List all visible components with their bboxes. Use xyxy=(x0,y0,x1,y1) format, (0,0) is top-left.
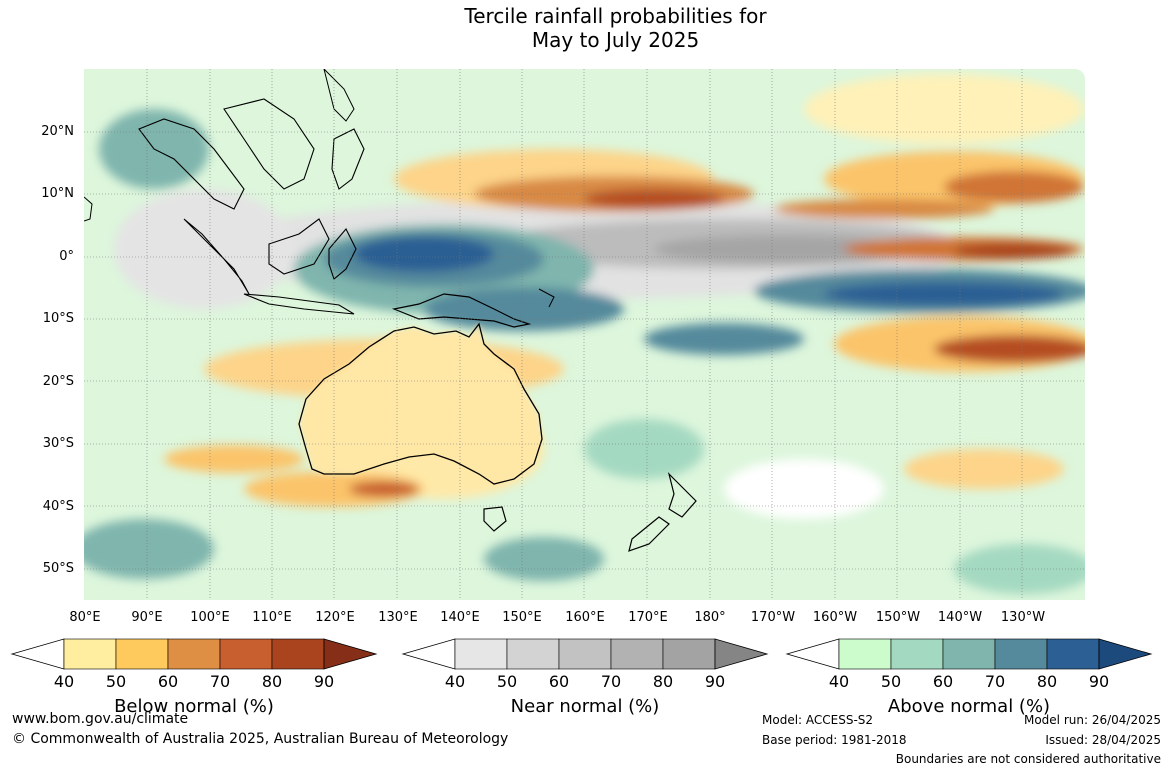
colorbar-swatch xyxy=(838,638,892,670)
lat-label: 50°S xyxy=(42,561,74,576)
graticule xyxy=(84,69,1085,600)
lon-label: 100°E xyxy=(190,610,230,625)
colorbar-swatch xyxy=(714,638,769,670)
colorbar-tick: 80 xyxy=(1036,672,1058,691)
map-canvas xyxy=(84,69,1085,600)
lat-label: 10°N xyxy=(41,186,74,201)
colorbar-tick: 40 xyxy=(53,672,75,691)
colorbar-label: Near normal (%) xyxy=(510,696,660,717)
lat-label: 30°S xyxy=(42,436,74,451)
colorbar-tick: 50 xyxy=(880,672,902,691)
colorbar-tick: 70 xyxy=(984,672,1006,691)
lon-label: 80°E xyxy=(69,610,101,625)
lon-label: 150°E xyxy=(502,610,542,625)
new-guinea-outline xyxy=(391,293,532,328)
website-link[interactable]: www.bom.gov.au/climate xyxy=(12,711,189,727)
base-period: Base period: 1981-2018 xyxy=(762,733,907,747)
model-run-date: Model run: 26/04/2025 xyxy=(1023,713,1161,727)
colorbar-swatches xyxy=(785,638,1153,670)
colorbar-tick: 60 xyxy=(157,672,179,691)
lon-label: 120°E xyxy=(315,610,355,625)
australia-outline xyxy=(299,324,542,484)
title-line-1: Tercile rainfall probabilities for xyxy=(464,4,767,28)
lon-label: 150°W xyxy=(875,610,921,625)
colorbar-tick: 50 xyxy=(496,672,518,691)
colorbar-swatch xyxy=(1046,638,1100,670)
lon-label: 160°E xyxy=(565,610,605,625)
colorbar-label: Below normal (%) xyxy=(114,696,274,717)
colorbar-swatches xyxy=(10,638,378,670)
colorbar-swatch xyxy=(785,638,840,670)
colorbar-tick: 40 xyxy=(444,672,466,691)
issued-date: Issued: 28/04/2025 xyxy=(1045,733,1161,747)
lat-label: 20°S xyxy=(42,374,74,389)
lon-label: 140°E xyxy=(440,610,480,625)
colorbar-tick: 60 xyxy=(932,672,954,691)
colorbar-swatch xyxy=(454,638,508,670)
colorbar-swatch xyxy=(219,638,273,670)
colorbar-swatch xyxy=(994,638,1048,670)
colorbar-swatches xyxy=(401,638,769,670)
map-title: Tercile rainfall probabilities for May t… xyxy=(0,4,1173,52)
colorbar-tick: 50 xyxy=(105,672,127,691)
colorbar-swatch xyxy=(167,638,221,670)
colorbar-tick: 60 xyxy=(548,672,570,691)
near-normal-colorbar: 40 50 60 70 80 90 Near normal (%) xyxy=(401,638,771,728)
boundaries-disclaimer: Boundaries are not considered authoritat… xyxy=(895,752,1161,766)
colorbar-tick: 80 xyxy=(652,672,674,691)
colorbar-tick: 90 xyxy=(313,672,335,691)
lon-label: 90°E xyxy=(131,610,163,625)
colorbar-tick: 70 xyxy=(600,672,622,691)
lon-label: 170°W xyxy=(750,610,796,625)
lat-label: 40°S xyxy=(42,499,74,514)
colorbar-tick: 80 xyxy=(261,672,283,691)
colorbar-swatch xyxy=(63,638,117,670)
tasmania-outline xyxy=(483,506,507,532)
colorbar-swatch xyxy=(115,638,169,670)
lon-label: 110°E xyxy=(252,610,292,625)
lon-label: 170°E xyxy=(628,610,668,625)
lat-label: 20°N xyxy=(41,124,74,139)
colorbar-swatch xyxy=(610,638,664,670)
colorbar-swatch xyxy=(323,638,378,670)
colorbar-tick: 90 xyxy=(1088,672,1110,691)
below-normal-colorbar: 40 50 60 70 80 90 Below normal (%) xyxy=(10,638,380,728)
colorbar-swatch xyxy=(506,638,560,670)
colorbar-label: Above normal (%) xyxy=(887,696,1051,717)
colorbar-swatch xyxy=(890,638,944,670)
rainfall-probability-map xyxy=(84,69,1085,600)
lon-label: 180° xyxy=(694,610,726,625)
colorbar-swatch xyxy=(662,638,716,670)
copyright-text: © Commonwealth of Australia 2025, Austra… xyxy=(12,731,509,747)
new-zealand-outline xyxy=(667,472,697,518)
colorbar-swatch xyxy=(10,638,65,670)
lon-label: 130°W xyxy=(1000,610,1046,625)
colorbar-swatch xyxy=(1098,638,1153,670)
colorbar-swatch xyxy=(558,638,612,670)
model-name: Model: ACCESS-S2 xyxy=(762,713,874,727)
lat-label: 0° xyxy=(59,249,74,264)
lon-label: 140°W xyxy=(937,610,983,625)
lat-label: 10°S xyxy=(42,311,74,326)
colorbar-tick: 90 xyxy=(704,672,726,691)
colorbar-swatch xyxy=(401,638,456,670)
above-normal-colorbar: 40 50 60 70 80 90 Above normal (%) xyxy=(785,638,1155,728)
colorbar-tick: 40 xyxy=(828,672,850,691)
colorbar-swatch xyxy=(942,638,996,670)
lon-label: 130°E xyxy=(378,610,418,625)
lon-label: 160°W xyxy=(812,610,858,625)
title-line-2: May to July 2025 xyxy=(531,28,700,52)
colorbar-swatch xyxy=(271,638,325,670)
colorbar-tick: 70 xyxy=(209,672,231,691)
